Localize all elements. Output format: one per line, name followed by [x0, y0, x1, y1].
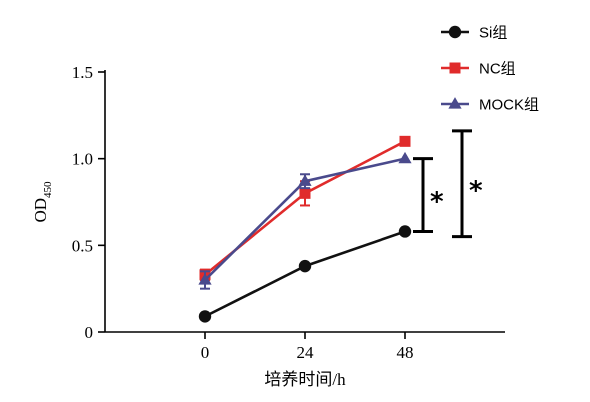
series-line: [204, 140, 406, 276]
significance-star: *: [430, 187, 444, 217]
y-tick-label: 0.5: [72, 236, 93, 255]
significance-star: *: [469, 176, 483, 206]
legend-marker: [448, 25, 462, 39]
legend-item-2: MOCK组: [441, 97, 539, 114]
data-point: [298, 174, 312, 186]
y-tick-label: 1.5: [72, 63, 93, 82]
legend-label: Si组: [479, 25, 507, 42]
data-point: [299, 187, 311, 199]
x-tick-label: 0: [201, 343, 210, 362]
significance-bracket: *: [413, 157, 444, 233]
y-tick-label: 0: [85, 323, 94, 342]
series-2: [198, 151, 412, 290]
data-point: [399, 135, 411, 147]
data-point: [398, 151, 412, 164]
data-point: [198, 273, 212, 285]
series-1: [199, 135, 411, 281]
legend-item-1: NC组: [441, 61, 516, 78]
legend-marker: [448, 97, 462, 109]
series-line: [204, 230, 406, 318]
y-axis-title-main: OD: [31, 198, 50, 223]
series-layer: [198, 135, 412, 323]
series-0: [198, 225, 412, 323]
significance-annotations: * *: [413, 129, 483, 239]
data-point: [298, 259, 312, 273]
legend-label: MOCK组: [479, 97, 539, 114]
x-tick-label: 24: [297, 343, 315, 362]
data-point: [198, 310, 212, 323]
legend-marker: [449, 62, 461, 74]
y-axis-title-subscript: 450: [42, 181, 54, 198]
y-tick-label: 1.0: [72, 150, 93, 169]
significance-bracket: *: [452, 129, 483, 239]
legend-label: NC组: [479, 61, 516, 78]
legend: Si组 NC组 MOCK组: [441, 25, 539, 114]
data-point: [398, 225, 412, 238]
legend-item-0: Si组: [441, 25, 507, 42]
x-tick-label: 48: [397, 343, 414, 362]
axes: 0 0.5 1.0 1.5 0 24 48: [72, 63, 505, 362]
svg-text:OD450: OD450: [31, 181, 54, 223]
y-axis-title: OD450: [31, 181, 54, 223]
x-axis-title: 培养时间/h: [264, 370, 346, 389]
